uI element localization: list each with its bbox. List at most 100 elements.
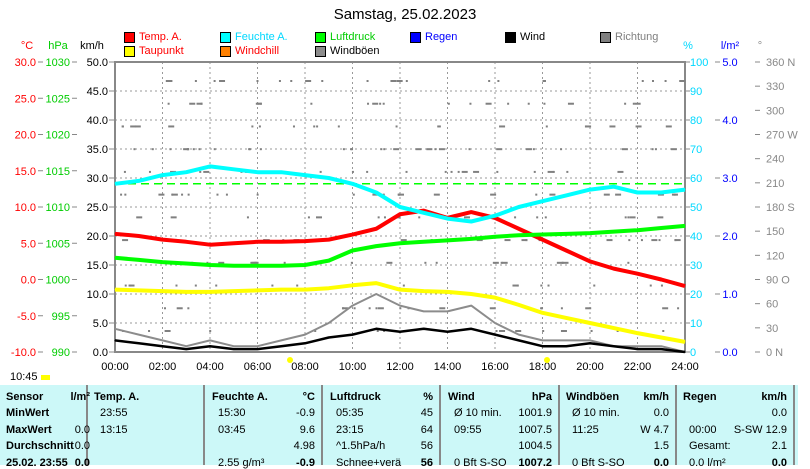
direction-dot — [148, 330, 151, 332]
data-point — [542, 200, 543, 202]
axis-tick-label: 1000 — [46, 275, 70, 287]
direction-dot — [433, 193, 440, 196]
table-cell-value: 1.5 — [653, 440, 669, 452]
direction-dot — [525, 239, 528, 242]
table-cell: 05:35 — [336, 407, 364, 419]
direction-dot — [168, 125, 175, 128]
column-divider — [675, 385, 677, 465]
direction-dot — [164, 330, 171, 332]
direction-dot — [549, 193, 556, 196]
direction-dot — [259, 148, 262, 151]
data-point — [470, 305, 472, 307]
table-cell: 0.0 l/m² — [689, 456, 726, 469]
data-point — [470, 211, 472, 213]
data-point — [660, 279, 662, 280]
axis-tick-label: 1020 — [46, 130, 70, 142]
direction-dot — [450, 170, 453, 173]
data-point — [280, 241, 282, 243]
weather-chart: °C hPa km/h% l/m² ° 30.0 25.0 20.0 15.0 10.0 5.0 0.… — [11, 40, 798, 373]
data-point — [399, 305, 401, 307]
data-point — [637, 192, 638, 193]
direction-dot — [377, 307, 384, 310]
legend-label: Temp. A. — [139, 31, 182, 43]
axis-tick-label: 10.0 — [87, 289, 108, 301]
direction-dot — [438, 125, 441, 128]
table-cell-value: S-SW 12.9 — [733, 423, 787, 436]
axis-tick-label: 180 S — [766, 202, 795, 214]
direction-dot — [254, 261, 257, 264]
table-cell: Schnee+verä — [336, 456, 402, 469]
data-point — [304, 174, 306, 176]
direction-dot — [246, 216, 249, 219]
direction-dot — [396, 80, 403, 82]
data-point — [447, 331, 448, 333]
data-point — [185, 345, 187, 347]
x-tick-label: 16:00 — [481, 361, 509, 373]
data-point — [660, 192, 662, 193]
data-point — [280, 265, 282, 267]
data-point — [684, 189, 686, 191]
direction-dot — [542, 80, 545, 82]
direction-dot — [457, 170, 460, 173]
legend-label: Taupunkt — [139, 45, 184, 57]
axis-tick-label: 5.0 — [722, 57, 737, 69]
direction-dot — [259, 102, 262, 105]
table-cell: 13:15 — [100, 423, 128, 436]
table-cell-value: 56 — [420, 440, 433, 452]
data-point — [375, 192, 377, 193]
legend-swatch-icon — [410, 31, 421, 43]
data-point — [280, 345, 282, 347]
data-point — [114, 257, 116, 259]
x-tick-label: 18:00 — [529, 361, 557, 373]
direction-dot — [488, 80, 491, 82]
table-cell: 00:00 — [689, 423, 717, 436]
data-point — [684, 351, 686, 353]
direction-dot — [123, 170, 126, 173]
direction-dot — [562, 261, 569, 264]
table-cell: 0 Bft S-SO — [572, 456, 625, 469]
direction-dot — [350, 261, 353, 264]
direction-dot — [310, 102, 313, 105]
table-cell-value: 4.98 — [293, 440, 315, 452]
data-point — [304, 342, 306, 344]
table-cell: 03:45 — [218, 423, 246, 436]
direction-dot — [397, 193, 404, 196]
table-header: Wind — [448, 391, 475, 403]
direction-dot — [521, 239, 528, 242]
direction-dot — [627, 261, 630, 264]
data-point — [114, 183, 116, 185]
direction-dot — [670, 148, 677, 151]
direction-dot — [627, 216, 630, 219]
axis-tick-label: 10.0 — [15, 202, 36, 214]
direction-dot — [166, 80, 173, 82]
axis-tick-label: -5.0 — [17, 311, 36, 323]
direction-dot — [399, 307, 402, 310]
data-point — [352, 284, 353, 286]
x-tick-label: 02:00 — [149, 361, 177, 373]
data-point — [138, 289, 140, 291]
axis-tick-label: 1.0 — [722, 289, 737, 301]
direction-dot — [169, 148, 172, 151]
sun-marker-icon — [41, 375, 50, 380]
direction-dot — [606, 239, 613, 242]
direction-dot — [213, 148, 216, 151]
data-point — [209, 339, 211, 341]
data-point — [423, 310, 425, 312]
table-header: Luftdruck — [330, 391, 381, 403]
legend-item: Richtung — [600, 31, 658, 43]
direction-dot — [657, 216, 664, 219]
stats-table: Sensor Temp. A. °C Feuchte A.% Luftdruck hPa W… — [0, 385, 798, 469]
data-point — [185, 171, 187, 173]
direction-dot — [624, 216, 627, 219]
axis-tick-label: 50 — [690, 202, 702, 214]
direction-dot — [649, 284, 652, 287]
legend-item: Taupunkt — [124, 45, 184, 57]
legend-item: Windchill — [220, 45, 279, 57]
table-cell-value: 0.0 — [653, 407, 669, 419]
data-point — [589, 189, 591, 191]
direction-dot — [405, 80, 408, 82]
data-point — [280, 171, 282, 173]
direction-dot — [167, 102, 170, 105]
data-point — [233, 242, 235, 244]
axis-tick-label: 20.0 — [87, 231, 108, 243]
